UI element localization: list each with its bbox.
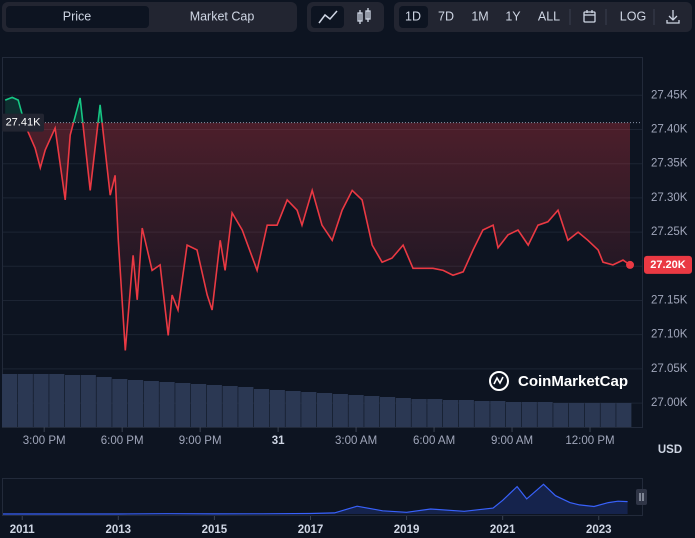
download-icon[interactable] bbox=[666, 10, 680, 24]
x-tick-label: 31 bbox=[272, 435, 285, 447]
volume-bar bbox=[143, 381, 159, 427]
y-tick-label: 27.45K bbox=[651, 89, 688, 101]
range-1d[interactable]: 1D bbox=[405, 9, 421, 23]
x-tick-label: 12:00 PM bbox=[565, 435, 614, 447]
baseline-label: 27.41K bbox=[6, 117, 42, 129]
y-tick-label: 27.10K bbox=[651, 329, 688, 341]
range-selected bbox=[399, 6, 428, 28]
watermark-text: CoinMarketCap bbox=[518, 373, 628, 390]
volume-bar bbox=[17, 374, 33, 427]
volume-bar bbox=[33, 374, 49, 427]
navigator-tick-label: 2023 bbox=[586, 524, 612, 536]
y-tick-label: 27.00K bbox=[651, 397, 688, 409]
y-tick-label: 27.15K bbox=[651, 295, 688, 307]
volume-bar bbox=[65, 375, 81, 427]
x-tick-label: 6:00 AM bbox=[413, 435, 455, 447]
volume-bar bbox=[112, 379, 128, 427]
volume-bar bbox=[553, 403, 569, 427]
volume-bar bbox=[269, 390, 285, 427]
y-tick-label: 27.25K bbox=[651, 226, 688, 238]
calendar-icon[interactable] bbox=[583, 10, 596, 23]
navigator-line bbox=[3, 483, 628, 515]
x-tick-label: 9:00 AM bbox=[491, 435, 533, 447]
range-group bbox=[394, 2, 692, 32]
volume-bar bbox=[506, 402, 522, 427]
baseline-label-box bbox=[2, 113, 44, 132]
volume-bar bbox=[490, 401, 506, 427]
volume-bar bbox=[427, 399, 443, 427]
range-1y[interactable]: 1Y bbox=[505, 9, 521, 23]
volume-bar bbox=[80, 375, 96, 427]
volume-bar bbox=[474, 401, 490, 427]
volume-bar bbox=[458, 400, 474, 427]
volume-bar bbox=[411, 399, 427, 427]
range-1m[interactable]: 1M bbox=[471, 9, 488, 23]
tab-market-cap[interactable]: Market Cap bbox=[190, 9, 255, 23]
x-tick-label: 3:00 PM bbox=[23, 435, 66, 447]
log-button[interactable]: LOG bbox=[620, 9, 646, 23]
plot-frame bbox=[2, 57, 643, 428]
volume-bar bbox=[222, 386, 238, 427]
volume-bar bbox=[348, 395, 364, 427]
volume-bar bbox=[364, 396, 380, 427]
volume-bar bbox=[317, 393, 333, 427]
last-label: 27.20K bbox=[650, 259, 686, 271]
volume-bar bbox=[395, 398, 411, 427]
x-tick-label: 3:00 AM bbox=[335, 435, 377, 447]
volume-bar bbox=[254, 389, 270, 427]
navigator-tick-label: 2021 bbox=[490, 524, 516, 536]
volume-bar bbox=[301, 392, 317, 427]
volume-bar bbox=[616, 403, 632, 427]
tab-selected bbox=[6, 6, 149, 28]
price-line bbox=[23, 122, 631, 351]
volume-bar bbox=[96, 377, 112, 427]
range-all[interactable]: ALL bbox=[538, 9, 560, 23]
navigator-tick-label: 2015 bbox=[202, 524, 228, 536]
navigator-tick-label: 2019 bbox=[394, 524, 420, 536]
volume-bar bbox=[537, 402, 553, 427]
currency-label: USD bbox=[658, 444, 682, 456]
watermark: CoinMarketCap bbox=[489, 371, 628, 391]
last-point bbox=[626, 260, 635, 269]
volume-bar bbox=[600, 403, 616, 427]
y-tick-label: 27.05K bbox=[651, 363, 688, 375]
navigator-tick-label: 2013 bbox=[106, 524, 132, 536]
volume-bar bbox=[238, 387, 254, 427]
volume-bar bbox=[380, 397, 396, 427]
volume-bar bbox=[443, 400, 459, 427]
volume-bar bbox=[128, 380, 144, 427]
candle-icon[interactable] bbox=[357, 8, 371, 24]
volume-bar bbox=[569, 403, 585, 427]
navigator-area bbox=[3, 484, 628, 514]
volume-bar bbox=[49, 374, 65, 427]
navigator-tick-label: 2011 bbox=[10, 524, 36, 536]
y-tick-label: 27.40K bbox=[651, 124, 688, 136]
volume-bar bbox=[332, 394, 348, 427]
volume-bar bbox=[175, 383, 191, 427]
volume-bar bbox=[159, 382, 175, 427]
y-tick-label: 27.30K bbox=[651, 192, 688, 204]
navigator-tick-label: 2017 bbox=[298, 524, 324, 536]
volume-bar bbox=[584, 403, 600, 427]
volume-bar bbox=[521, 402, 537, 427]
x-tick-label: 9:00 PM bbox=[179, 435, 222, 447]
area-fill bbox=[24, 122, 630, 351]
x-tick-label: 6:00 PM bbox=[101, 435, 144, 447]
volume-bar bbox=[206, 385, 222, 427]
range-7d[interactable]: 7D bbox=[438, 9, 454, 23]
volume-bar bbox=[2, 374, 18, 427]
volume-bar bbox=[285, 391, 301, 427]
last-label-box bbox=[644, 255, 692, 274]
volume-bar bbox=[191, 384, 207, 427]
tab-price[interactable]: Price bbox=[63, 9, 92, 23]
nav-handle[interactable] bbox=[636, 489, 647, 505]
price-line-above bbox=[4, 96, 103, 123]
y-tick-label: 27.35K bbox=[651, 158, 688, 170]
line-icon bbox=[318, 10, 338, 24]
